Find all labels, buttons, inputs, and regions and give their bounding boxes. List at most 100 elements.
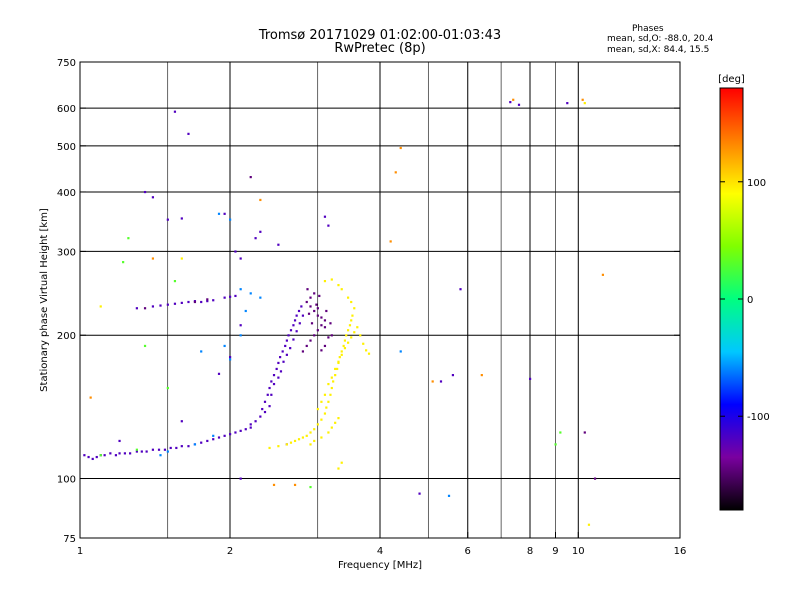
data-point <box>200 350 203 353</box>
data-point <box>277 243 280 246</box>
data-point <box>109 452 112 455</box>
data-point <box>316 329 319 332</box>
data-point <box>259 296 262 299</box>
data-point <box>313 334 316 337</box>
data-point <box>285 443 288 446</box>
data-point <box>367 352 371 355</box>
data-point <box>305 300 308 304</box>
data-point <box>350 336 353 339</box>
data-point <box>259 198 262 202</box>
x-tick-label: 10 <box>572 546 585 557</box>
stats-header: Phases <box>632 24 664 34</box>
data-point <box>346 329 350 332</box>
data-point <box>451 374 455 377</box>
data-point <box>127 237 130 240</box>
data-point <box>234 294 237 298</box>
data-point <box>362 342 365 345</box>
data-point <box>91 457 94 461</box>
data-point <box>95 455 98 459</box>
data-point <box>459 288 462 291</box>
data-point <box>180 420 183 423</box>
data-point <box>325 406 328 409</box>
data-point <box>353 331 356 334</box>
data-point <box>89 396 92 399</box>
data-point <box>297 309 301 313</box>
data-point <box>337 284 340 287</box>
data-point <box>263 400 267 403</box>
y-tick-label: 400 <box>57 188 76 199</box>
colorbar-tick-label: 0 <box>747 295 753 306</box>
data-point <box>320 316 323 319</box>
data-point <box>309 485 312 489</box>
data-point <box>223 344 226 348</box>
data-point <box>447 494 451 497</box>
data-point <box>343 347 347 350</box>
data-point <box>583 102 586 105</box>
data-point <box>309 305 312 308</box>
data-point <box>261 407 264 411</box>
data-point <box>275 367 278 371</box>
data-point <box>301 350 305 353</box>
x-tick-label: 4 <box>377 546 383 557</box>
y-tick-label: 300 <box>57 247 76 258</box>
data-point <box>135 450 138 453</box>
data-point <box>223 434 226 437</box>
data-point <box>229 358 232 361</box>
data-point <box>318 294 321 298</box>
data-point <box>277 445 280 448</box>
data-point <box>217 436 221 439</box>
data-point <box>334 421 337 424</box>
data-point <box>293 439 297 443</box>
x-tick-label: 8 <box>527 546 533 557</box>
data-point <box>151 257 155 260</box>
data-point <box>234 431 237 434</box>
data-point <box>173 302 177 305</box>
data-point <box>239 288 242 291</box>
data-point <box>282 360 285 363</box>
data-point <box>229 218 232 221</box>
data-point <box>244 309 247 313</box>
data-point <box>529 377 532 381</box>
data-point <box>234 250 237 253</box>
data-point <box>559 431 562 434</box>
data-point <box>270 393 273 396</box>
data-point <box>320 418 323 421</box>
data-point <box>99 305 102 308</box>
data-point <box>272 374 276 377</box>
data-point <box>399 146 402 150</box>
data-point <box>313 309 316 313</box>
data-point <box>356 326 359 329</box>
data-point <box>143 190 147 194</box>
data-point <box>338 356 341 359</box>
data-point <box>323 393 327 396</box>
data-point <box>118 452 121 455</box>
data-point <box>517 103 521 106</box>
data-point <box>389 240 392 243</box>
data-point <box>223 212 226 215</box>
data-point <box>359 334 362 337</box>
data-point <box>315 303 318 306</box>
data-point <box>279 356 282 359</box>
data-point <box>340 288 343 291</box>
data-point <box>334 374 337 377</box>
data-point <box>254 420 257 423</box>
data-point <box>330 376 333 379</box>
data-point <box>431 380 434 383</box>
data-point <box>439 380 443 383</box>
data-point <box>554 443 557 446</box>
data-point <box>285 339 288 342</box>
y-axis-label: Stationary phase Virtual Height [km] <box>39 208 50 392</box>
data-point <box>593 477 597 480</box>
data-point <box>281 350 284 353</box>
chart-title: Tromsø 20171029 01:02:00-01:03:43 <box>258 28 502 43</box>
data-point <box>268 386 271 390</box>
data-point <box>323 280 327 283</box>
data-point <box>193 443 197 446</box>
data-point <box>309 443 312 446</box>
data-point <box>200 300 203 304</box>
data-point <box>166 303 169 306</box>
data-point <box>394 171 397 174</box>
data-point <box>143 344 147 348</box>
data-point <box>330 386 333 390</box>
